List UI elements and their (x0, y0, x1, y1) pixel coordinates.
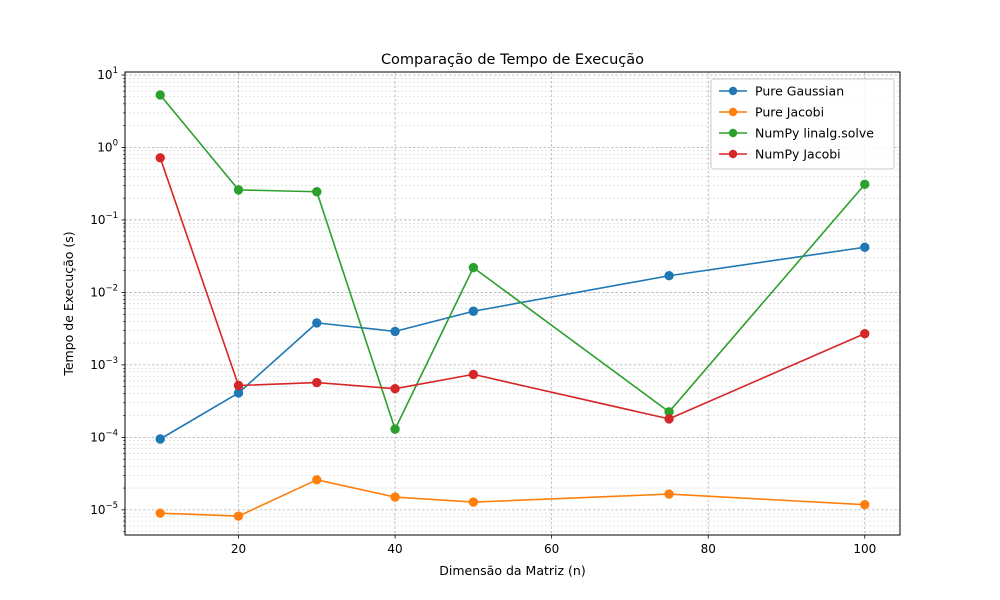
data-point-numpy-linalg-solve (468, 262, 479, 273)
x-axis-label: Dimensão da Matriz (n) (439, 563, 585, 578)
legend-marker (728, 149, 738, 159)
legend-marker (728, 107, 738, 117)
x-tick-label: 80 (701, 542, 716, 556)
data-point-numpy-jacobi (468, 369, 479, 380)
legend-label: Pure Jacobi (755, 105, 824, 120)
data-point-pure-gaussian (468, 306, 479, 316)
data-point-pure-gaussian (860, 242, 870, 252)
legend-marker (728, 128, 738, 138)
legend-marker (728, 86, 738, 96)
legend-label: NumPy linalg.solve (755, 126, 874, 141)
y-tick-exponent: −4 (105, 428, 118, 438)
legend-label: NumPy Jacobi (755, 147, 841, 162)
data-point-pure-gaussian (312, 318, 322, 328)
data-point-pure-jacobi (664, 489, 674, 499)
data-point-pure-gaussian (664, 271, 674, 281)
legend-box (710, 78, 895, 170)
data-point-pure-jacobi (155, 508, 165, 518)
legend: Pure Gaussian Pure Jacobi NumPy linalg.sol… (710, 78, 895, 170)
data-point-pure-jacobi (390, 492, 400, 502)
y-axis-label: Tempo de Execução (s) (61, 231, 76, 376)
data-point-pure-jacobi (468, 497, 479, 507)
data-point-pure-jacobi (233, 511, 244, 521)
data-point-pure-gaussian (155, 434, 165, 444)
data-point-pure-jacobi (860, 499, 870, 510)
data-point-numpy-jacobi (390, 383, 400, 394)
data-point-numpy-jacobi (860, 328, 870, 339)
y-tick-exponent: −3 (105, 356, 118, 366)
data-point-numpy-jacobi (312, 377, 322, 388)
data-point-numpy-linalg-solve (155, 90, 165, 100)
data-point-numpy-linalg-solve (312, 187, 322, 197)
y-tick-exponent: 0 (113, 138, 118, 148)
data-point-numpy-linalg-solve (860, 179, 870, 190)
y-tick-exponent: −2 (105, 283, 118, 293)
data-point-numpy-jacobi (664, 414, 674, 424)
y-tick-exponent: 1 (113, 66, 118, 76)
x-tick-label: 40 (387, 542, 402, 556)
data-point-numpy-jacobi (155, 153, 165, 163)
chart-title: Comparação de Tempo de Execução (381, 52, 644, 68)
data-point-numpy-linalg-solve (390, 424, 400, 434)
legend-label: Pure Gaussian (755, 84, 844, 99)
data-point-numpy-linalg-solve (233, 185, 244, 195)
x-tick-label: 100 (853, 542, 876, 556)
x-tick-label: 60 (544, 542, 559, 556)
y-tick-exponent: −1 (105, 211, 118, 221)
data-point-numpy-jacobi (233, 380, 244, 391)
series-lines (155, 90, 870, 521)
data-point-pure-gaussian (390, 326, 400, 337)
data-point-pure-jacobi (312, 475, 322, 485)
x-tick-label: 20 (231, 542, 246, 556)
y-tick-exponent: −5 (105, 501, 118, 511)
